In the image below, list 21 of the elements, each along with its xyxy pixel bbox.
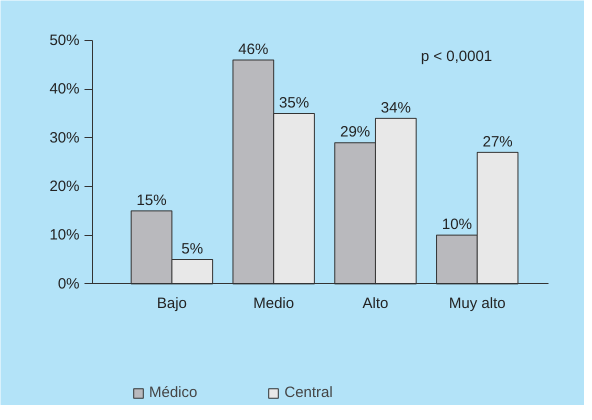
legend-label: Central: [284, 384, 333, 401]
x-tick-label: Muy alto: [448, 294, 506, 312]
y-tick-label: 0%: [58, 275, 80, 292]
x-tick-label: Medio: [253, 294, 294, 312]
x-tick-label: Alto: [362, 294, 388, 312]
text: 46%: [238, 40, 268, 58]
x-tick-label: Bajo: [156, 294, 187, 312]
y-tick-label: 20%: [49, 178, 80, 195]
text: 35%: [279, 94, 310, 112]
text: 34%: [380, 99, 411, 116]
legend-label: Médico: [149, 384, 198, 401]
text: 27%: [482, 133, 513, 150]
text: 10%: [442, 216, 472, 234]
text: 15%: [136, 192, 167, 209]
y-tick-label: 10%: [49, 226, 80, 244]
y-tick-label: 30%: [49, 129, 80, 146]
text: 29%: [340, 124, 370, 141]
text: 5%: [181, 240, 204, 258]
y-tick-label: 50%: [49, 32, 80, 49]
y-tick-label: 40%: [49, 80, 80, 98]
annotation: p < 0,0001: [420, 48, 492, 65]
